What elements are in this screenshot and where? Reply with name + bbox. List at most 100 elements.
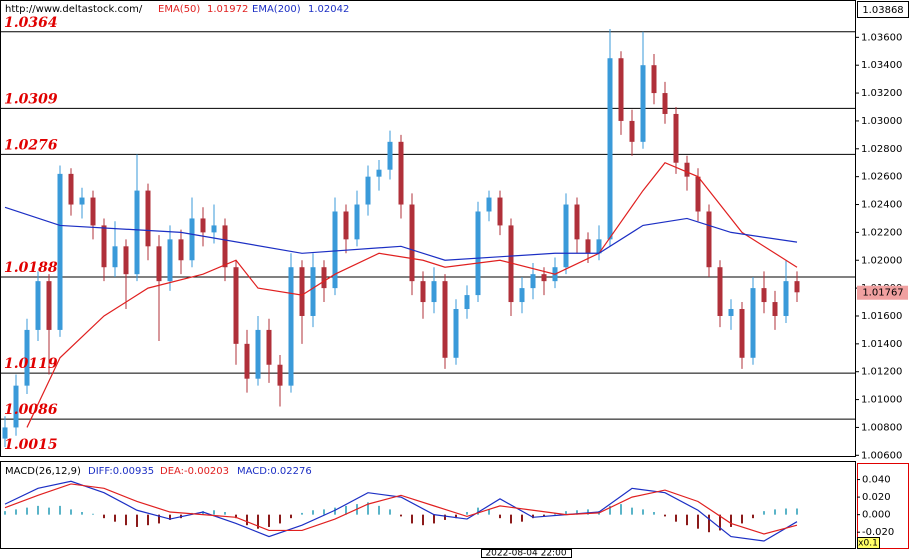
macd-bar	[48, 507, 50, 515]
macd-bar	[158, 514, 160, 524]
candle-body	[167, 239, 173, 282]
macd-bar	[125, 514, 127, 526]
macd-bar	[499, 514, 501, 519]
macd-tick-label: -0.020	[862, 527, 894, 538]
candle-body	[244, 343, 250, 379]
candle-body	[299, 267, 305, 316]
macd-bar	[675, 514, 677, 522]
candle-body	[211, 225, 217, 233]
macd-bar	[653, 512, 655, 515]
main-panel	[0, 0, 856, 457]
macd-bar	[323, 509, 325, 515]
top-value: 1.03868	[862, 5, 903, 16]
candle-body	[453, 309, 459, 358]
macd-bar	[708, 514, 710, 533]
candle-body	[365, 176, 371, 205]
macd-bar	[169, 514, 171, 520]
macd-bar	[246, 514, 248, 526]
macd-bar	[774, 509, 776, 515]
candle-body	[343, 211, 349, 240]
macd-line	[4, 483, 798, 535]
candle-body	[288, 267, 294, 386]
candle-body	[233, 267, 239, 344]
candle-body	[563, 204, 569, 268]
y-tick-label: 1.02000	[861, 255, 902, 266]
macd-bar	[334, 507, 336, 515]
macd-bar	[15, 509, 17, 515]
macd-bar	[136, 514, 138, 527]
candle-body	[57, 173, 63, 330]
macd-bar	[235, 514, 237, 519]
macd-bar	[37, 505, 39, 515]
candle-body	[739, 309, 745, 358]
candle-body	[508, 225, 514, 303]
macd-bar	[609, 505, 611, 515]
y-tick-label: 1.03600	[861, 32, 902, 43]
candle-body	[541, 274, 547, 282]
level-label: 1.0015	[4, 437, 58, 453]
macd-bar	[455, 514, 457, 519]
macd-bar	[444, 514, 446, 520]
y-tick-label: 1.02600	[861, 172, 902, 183]
macd-bar	[488, 509, 490, 515]
candle-body	[497, 197, 503, 226]
macd-plot	[4, 480, 798, 542]
macd-bar	[576, 510, 578, 515]
level-label: 1.0309	[4, 91, 58, 107]
macd-bar	[268, 514, 270, 527]
macd-bar	[796, 508, 798, 515]
macd-value: MACD:0.02276	[237, 466, 312, 477]
macd-bar	[686, 514, 688, 526]
macd-bar	[433, 514, 435, 524]
macd-bar	[763, 511, 765, 515]
y-tick-label: 1.00800	[861, 422, 902, 433]
macd-bar	[752, 514, 754, 519]
y-tick-label: 1.01400	[861, 339, 902, 350]
candle-body	[321, 267, 327, 289]
candle-body	[310, 267, 316, 316]
candle-body	[398, 141, 404, 205]
y-tick-label: 1.02200	[861, 227, 902, 238]
ema-name: EMA(200)	[252, 4, 301, 15]
candle-body	[178, 239, 184, 261]
candle-body	[519, 288, 525, 303]
macd-bar	[620, 504, 622, 515]
y-tick-label: 1.01200	[861, 367, 902, 378]
candle-body	[420, 281, 426, 303]
macd-bar	[543, 514, 545, 517]
macd-bar	[631, 507, 633, 515]
candle-body	[277, 364, 283, 386]
macd-bar	[785, 508, 787, 515]
candle-body	[13, 385, 19, 428]
source-url: http://www.deltastock.com/	[5, 4, 143, 15]
scale-label: x0.1	[858, 539, 878, 549]
candle-body	[255, 329, 261, 379]
macd-bar	[224, 512, 226, 515]
candle-body	[761, 288, 767, 303]
level-label: 1.0119	[4, 356, 58, 372]
y-tick-label: 1.01000	[861, 395, 902, 406]
macd-bar	[400, 514, 402, 517]
macd-bar	[290, 514, 292, 519]
candle-body	[145, 190, 151, 247]
candle-body	[640, 65, 646, 142]
macd-bar	[257, 514, 259, 529]
macd-diff: DIFF:0.00935	[88, 466, 154, 477]
candle-body	[651, 65, 657, 94]
macd-bar	[4, 511, 6, 515]
candle-body	[662, 93, 668, 114]
macd-bar	[301, 512, 303, 515]
candle-body	[431, 281, 437, 303]
macd-bar	[114, 514, 116, 522]
candle-body	[112, 246, 118, 268]
level-label: 1.0364	[4, 15, 58, 31]
candle-body	[354, 204, 360, 240]
macd-bar	[466, 512, 468, 515]
macd-bar	[92, 513, 94, 515]
macd-bar	[477, 507, 479, 515]
macd-bar	[103, 514, 105, 519]
candle-body	[717, 267, 723, 316]
macd-tick-label: 0.040	[862, 475, 891, 486]
ema-name: EMA(50)	[158, 4, 200, 15]
